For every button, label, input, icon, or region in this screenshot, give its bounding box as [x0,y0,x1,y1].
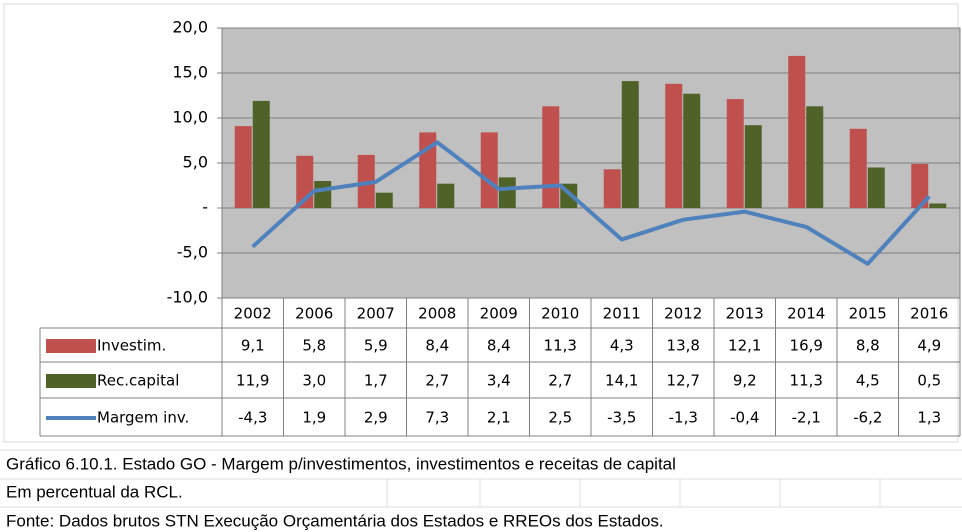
y-tick-label: 5,0 [183,153,208,172]
x-tick-label: 2015 [849,305,887,323]
legend-label: Rec.capital [97,372,179,390]
data-label: 5,9 [364,337,388,355]
bar [849,128,867,208]
data-label: -1,3 [669,409,698,427]
bar [234,126,252,208]
data-label: 2,5 [548,409,572,427]
y-tick-label: 20,0 [172,18,208,37]
data-label: -6,2 [853,409,882,427]
bar [911,163,929,208]
data-label: 3,0 [302,372,326,390]
data-label: 4,3 [610,337,634,355]
y-tick-label: 10,0 [172,108,208,127]
line [251,140,931,266]
x-tick-label: 2009 [480,305,518,323]
x-tick-label: 2012 [664,305,702,323]
bar [480,132,498,208]
data-label: 2,1 [487,409,511,427]
bar [437,183,455,208]
x-tick-label: 2014 [787,305,825,323]
data-label: 8,4 [425,337,449,355]
x-tick-label: 2002 [234,305,272,323]
data-label: 1,9 [302,409,326,427]
data-label: 8,8 [856,337,880,355]
bar [929,203,947,208]
bar [726,99,744,208]
data-label: 12,1 [728,337,761,355]
x-tick-label: 2008 [418,305,456,323]
data-label: -2,1 [792,409,821,427]
data-label: 9,2 [733,372,757,390]
bar [314,181,332,208]
data-label: 16,9 [790,337,823,355]
legend-key [46,339,96,353]
bar [788,55,806,209]
data-label: 9,1 [241,337,265,355]
data-label: 14,1 [605,372,638,390]
y-tick-label: - [202,198,208,217]
bar [542,106,560,208]
caption: Fonte: Dados brutos STN Execução Orçamen… [6,511,664,530]
data-label: 2,7 [548,372,572,390]
data-label: 5,8 [302,337,326,355]
data-label: 13,8 [667,337,700,355]
caption: Em percentual da RCL. [6,482,183,501]
y-tick-label: -10,0 [167,288,208,307]
bar [621,81,639,208]
data-label: 3,4 [487,372,511,390]
data-label: -4,3 [238,409,267,427]
bar [603,169,621,208]
bar [498,177,516,208]
data-label: 4,9 [917,337,941,355]
data-label: 1,3 [917,409,941,427]
y-tick-label: 15,0 [172,63,208,82]
x-tick-label: 2013 [726,305,764,323]
data-label: 1,7 [364,372,388,390]
bar [665,83,683,208]
data-label: 12,7 [667,372,700,390]
data-label: 11,9 [236,372,269,390]
data-label: 2,7 [425,372,449,390]
y-tick-label: -5,0 [177,243,208,262]
data-label: 8,4 [487,337,511,355]
data-label: 11,3 [790,372,823,390]
x-tick-label: 2011 [603,305,641,323]
data-label: 7,3 [425,409,449,427]
legend-label: Margem inv. [97,409,189,427]
data-label: -0,4 [730,409,759,427]
bar [252,100,270,208]
x-tick-label: 2010 [541,305,579,323]
data-label: -3,5 [607,409,636,427]
data-label: 4,5 [856,372,880,390]
bar [683,93,701,208]
bar [744,125,762,208]
data-label: 0,5 [917,372,941,390]
bar [806,106,824,208]
caption: Gráfico 6.10.1. Estado GO - Margem p/inv… [6,454,676,473]
data-label: 2,9 [364,409,388,427]
bar [867,167,885,208]
x-tick-label: 2007 [357,305,395,323]
data-label: 11,3 [544,337,577,355]
legend-label: Investim. [97,337,166,355]
x-tick-label: 2006 [295,305,333,323]
x-tick-label: 2016 [910,305,948,323]
bar [375,192,393,208]
legend-key [46,374,96,388]
sheet-grid [0,449,962,508]
